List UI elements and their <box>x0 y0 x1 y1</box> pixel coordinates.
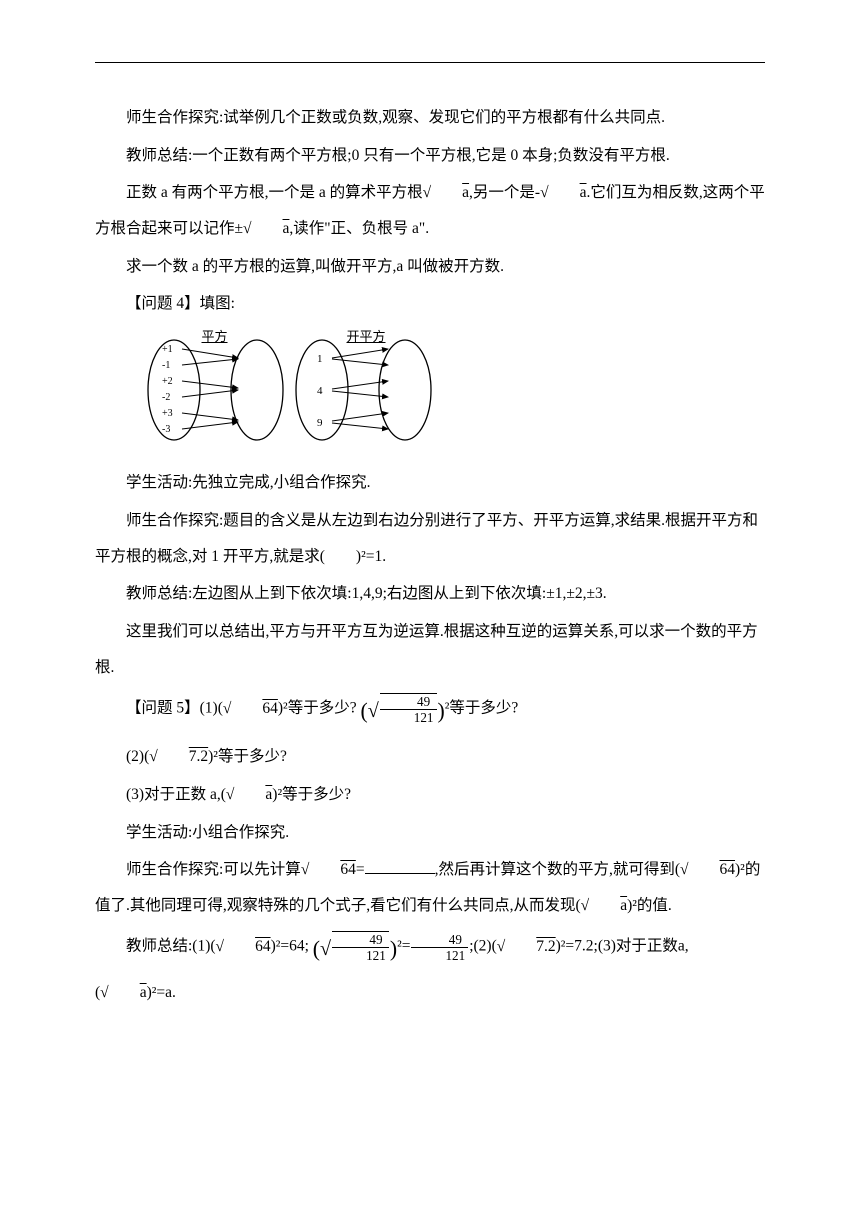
text: )²等于多少? <box>208 748 287 765</box>
sqrt-64: √64 <box>301 861 356 878</box>
text: (2)( <box>126 748 149 765</box>
paragraph: 这里我们可以总结出,平方与开平方互为逆运算.根据这种互逆的运算关系,可以求一个数… <box>95 614 765 685</box>
sqrt-7-2: √7.2 <box>149 748 208 765</box>
sqrt-a: √a <box>540 184 586 201</box>
sqrt-64: √64 <box>216 938 271 955</box>
paragraph: 求一个数 a 的平方根的运算,叫做开平方,a 叫做被开方数. <box>95 249 765 285</box>
text: ;(2)( <box>469 938 497 955</box>
question-5-3: (3)对于正数 a,(√a)²等于多少? <box>95 777 765 813</box>
svg-text:4: 4 <box>317 385 323 397</box>
text: ²= <box>397 938 410 955</box>
paragraph: 正数 a 有两个平方根,一个是 a 的算术平方根√a,另一个是-√a.它们互为相… <box>95 175 765 246</box>
sqrt-49-121: √49121 <box>320 938 390 955</box>
svg-text:1: 1 <box>317 353 323 365</box>
text: )²=64; <box>271 938 309 955</box>
top-rule <box>95 62 765 63</box>
text: )²=a. <box>147 984 176 1001</box>
sqrt-a: √a <box>581 897 627 914</box>
frac-49-121: 49121 <box>411 932 468 963</box>
svg-text:-1: -1 <box>162 360 170 371</box>
paragraph: 学生活动:先独立完成,小组合作探究. <box>95 465 765 501</box>
paragraph: 师生合作探究:试举例几个正数或负数,观察、发现它们的平方根都有什么共同点. <box>95 100 765 136</box>
fill-blank <box>365 860 435 874</box>
document-body: 师生合作探究:试举例几个正数或负数,观察、发现它们的平方根都有什么共同点. 教师… <box>95 100 765 1011</box>
paragraph: 师生合作探究:可以先计算√64=,然后再计算这个数的平方,就可得到(√64)²的… <box>95 852 765 923</box>
sqrt-49-121: √49121 <box>368 700 438 717</box>
text: ,另一个是- <box>469 184 540 201</box>
svg-text:9: 9 <box>317 417 323 429</box>
question-5-1: 【问题 5】(1)(√64)²等于多少? (√49121)²等于多少? <box>95 687 765 737</box>
diagram-label-right: 开平方 <box>347 322 386 352</box>
text: )²等于多少? <box>272 786 351 803</box>
text: 【问题 5】(1)( <box>126 700 223 717</box>
text: ,然后再计算这个数的平方,就可得到( <box>435 861 680 878</box>
question-4-title: 【问题 4】填图: <box>95 286 765 322</box>
diagram-label-left: 平方 <box>202 322 228 352</box>
teacher-summary: 教师总结:(1)(√64)²=64; (√49121)²=49121;(2)(√… <box>95 925 765 1011</box>
text: 师生合作探究:可以先计算 <box>126 861 301 878</box>
text: (3)对于正数 a,( <box>126 786 226 803</box>
text: ²等于多少? <box>445 700 519 717</box>
square-diagram: 平方 开平方 +1 -1 +2 -2 +3 -3 <box>142 328 766 460</box>
text: )²等于多少? <box>278 700 357 717</box>
paragraph: 学生活动:小组合作探究. <box>95 815 765 851</box>
svg-text:+1: +1 <box>162 344 173 355</box>
text: = <box>356 861 365 878</box>
sqrt-a: √a <box>423 184 469 201</box>
sqrt-7-2: √7.2 <box>497 938 556 955</box>
sqrt-64: √64 <box>223 700 278 717</box>
svg-text:+2: +2 <box>162 376 173 387</box>
svg-text:-3: -3 <box>162 424 170 435</box>
text: 教师总结:(1)( <box>126 938 216 955</box>
text: ,读作"正、负根号 a". <box>289 220 429 237</box>
text: 正数 a 有两个平方根,一个是 a 的算术平方根 <box>126 184 423 201</box>
sqrt-a: √a <box>226 786 272 803</box>
question-5-2: (2)(√7.2)²等于多少? <box>95 739 765 775</box>
sqrt-a: √a <box>243 220 289 237</box>
svg-text:+3: +3 <box>162 408 173 419</box>
sqrt-a: √a <box>100 984 146 1001</box>
paragraph: 教师总结:左边图从上到下依次填:1,4,9;右边图从上到下依次填:±1,±2,±… <box>95 576 765 612</box>
sqrt-64: √64 <box>680 861 735 878</box>
text: )²的值. <box>627 897 672 914</box>
paragraph: 师生合作探究:题目的含义是从左边到右边分别进行了平方、开平方运算,求结果.根据开… <box>95 503 765 574</box>
paragraph: 教师总结:一个正数有两个平方根;0 只有一个平方根,它是 0 本身;负数没有平方… <box>95 138 765 174</box>
svg-text:-2: -2 <box>162 392 170 403</box>
diagram-svg: +1 -1 +2 -2 +3 -3 1 4 9 <box>142 328 442 446</box>
